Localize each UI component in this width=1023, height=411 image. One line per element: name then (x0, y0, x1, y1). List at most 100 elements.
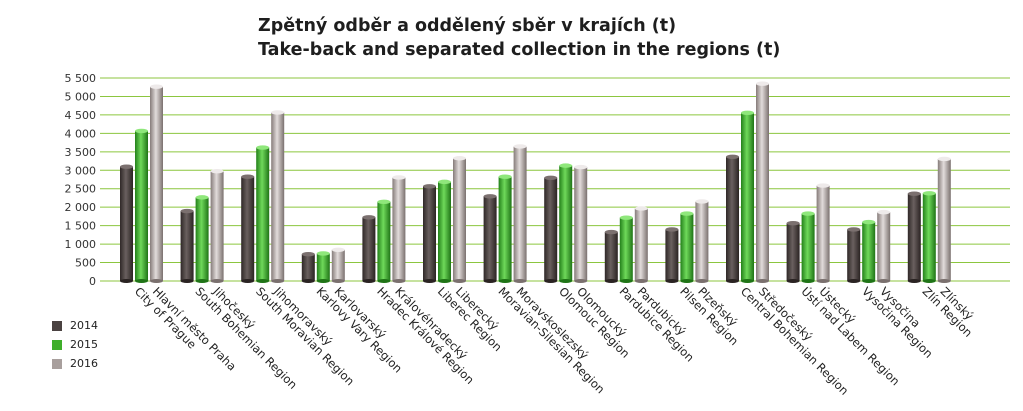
bar-base (513, 279, 527, 283)
y-tick-label: 0 (89, 275, 96, 288)
bar-cap (741, 110, 754, 116)
bar-cap (907, 191, 921, 196)
bar-cap (680, 211, 694, 216)
bar-body (816, 185, 830, 281)
y-tick-label: 500 (75, 257, 96, 270)
bar-cap (604, 229, 618, 235)
bar-body (423, 186, 436, 281)
bar-cap (438, 179, 451, 185)
bar (210, 168, 224, 283)
bar (786, 221, 800, 283)
bar-base (877, 279, 891, 283)
bar-cap (801, 211, 815, 216)
bar-base (604, 279, 618, 283)
bar-body (392, 177, 406, 281)
legend-label: 2016 (70, 357, 98, 370)
bar-base (816, 279, 830, 283)
bar-cap (331, 247, 345, 252)
bar-base (937, 279, 951, 283)
bar-cap (786, 221, 800, 226)
bar-cap (634, 206, 648, 211)
bar (453, 156, 466, 283)
bar-base (544, 279, 558, 283)
bar-base (271, 279, 285, 283)
legend-label: 2014 (70, 319, 98, 332)
bar (241, 174, 255, 283)
bar (877, 209, 891, 283)
bar-body (907, 193, 921, 281)
bar-body (619, 217, 633, 281)
bar-body (241, 176, 255, 281)
bar-cap (544, 175, 558, 181)
bar-cap (498, 174, 512, 179)
bar (847, 227, 861, 283)
bar-base (331, 279, 345, 283)
bar-base (922, 279, 936, 283)
bar-body (574, 167, 588, 281)
bar-cap (847, 227, 861, 232)
bar-body (301, 254, 315, 281)
legend-swatch (52, 358, 62, 369)
bar-cap (862, 219, 876, 225)
bar-cap (922, 191, 936, 196)
bar-body (377, 201, 391, 281)
bar-body (862, 222, 876, 281)
bar-base (135, 279, 148, 283)
bar-body (195, 197, 209, 281)
bar-body (741, 112, 754, 281)
bar (331, 247, 345, 283)
bar-base (438, 279, 451, 283)
bar-body (438, 181, 451, 281)
bar-body (256, 147, 270, 281)
bar-cap (362, 215, 376, 220)
bar-body (498, 176, 512, 281)
y-tick-label: 3 500 (65, 146, 97, 159)
bar-base (241, 279, 255, 283)
bar-base (180, 279, 194, 283)
y-tick-label: 2 500 (65, 183, 97, 196)
bar-body (362, 217, 376, 281)
bar-cap (513, 144, 527, 149)
bar-body (756, 83, 769, 281)
bar-body (695, 201, 709, 281)
bar (513, 144, 527, 283)
y-tick-label: 1 000 (65, 238, 97, 251)
chart-titles: Zpětný odběr a oddělený sběr v krajích (… (258, 14, 780, 62)
bar (634, 206, 648, 283)
bar-cap (377, 199, 391, 204)
bar-base (301, 279, 315, 283)
bar-cap (877, 209, 891, 215)
bar-body (120, 166, 133, 281)
bar-cap (665, 227, 679, 232)
bar-cap (195, 195, 209, 200)
bar (120, 164, 133, 283)
chart-title: Zpětný odběr a oddělený sběr v krajích (… (258, 16, 677, 36)
legend-item-2014: 2014 (52, 316, 98, 335)
bar-cap (150, 84, 163, 89)
bar (559, 163, 573, 283)
bar (423, 184, 436, 283)
bar (801, 211, 815, 283)
bar-base (392, 279, 406, 283)
bar-body (135, 130, 148, 281)
y-tick-label: 4 500 (65, 109, 97, 122)
bar-body (786, 223, 800, 281)
bar-base (786, 279, 800, 283)
bar (180, 208, 194, 283)
bar-cap (937, 156, 951, 162)
bar-body (922, 193, 936, 281)
bar-cap (423, 184, 436, 189)
bar-cap (816, 183, 830, 188)
bar-cap (241, 174, 255, 179)
chart-subtitle: Take-back and separated collection in th… (258, 40, 781, 60)
bar-cap (392, 175, 406, 180)
bar (135, 128, 148, 283)
bar-cap (559, 163, 573, 168)
bar-body (316, 253, 330, 281)
bar (695, 199, 709, 283)
bar-body (847, 229, 861, 281)
bar (574, 164, 588, 283)
bar-cap (316, 251, 330, 256)
bar (741, 110, 754, 283)
